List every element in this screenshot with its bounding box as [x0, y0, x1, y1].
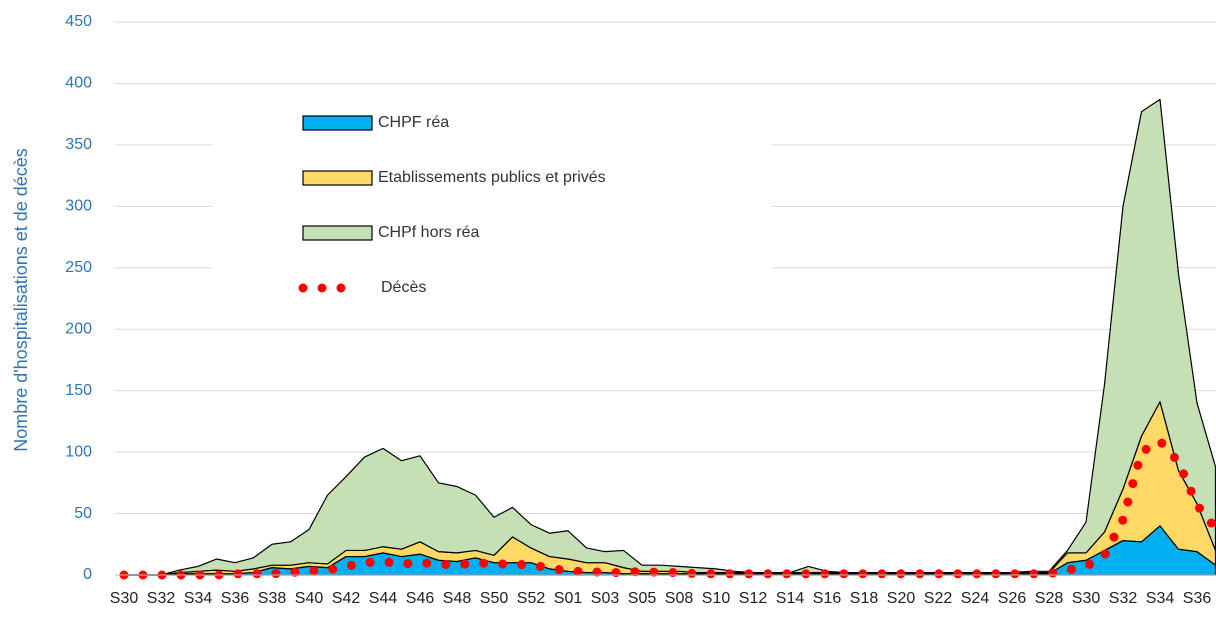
legend-swatch — [302, 115, 373, 131]
x-tick-label: S40 — [295, 590, 324, 607]
x-tick-label: S32 — [1109, 590, 1138, 607]
legend-label: Etablissements publics et privés — [378, 169, 606, 186]
legend-label: CHPF réa — [378, 114, 449, 131]
y-tick-label: 450 — [65, 13, 92, 30]
x-tick-label: S42 — [332, 590, 361, 607]
x-tick-label: S44 — [369, 590, 398, 607]
legend-label: CHPf hors réa — [378, 224, 479, 241]
y-tick-label: 300 — [65, 198, 92, 215]
x-tick-label: S01 — [554, 590, 583, 607]
x-tick-label: S18 — [850, 590, 879, 607]
y-tick-label: 400 — [65, 75, 92, 92]
x-tick-label: S14 — [776, 590, 805, 607]
y-tick-label: 50 — [74, 505, 92, 522]
y-axis-title: Nombre d'hospitalisations et de décès — [11, 148, 31, 452]
x-tick-label: S50 — [480, 590, 509, 607]
x-tick-label: S26 — [998, 590, 1027, 607]
x-tick-label: S38 — [258, 590, 287, 607]
x-tick-label: S10 — [702, 590, 731, 607]
x-tick-label: S48 — [443, 590, 472, 607]
x-tick-label: S30 — [110, 590, 139, 607]
legend-swatch — [302, 225, 373, 241]
y-tick-label: 0 — [83, 566, 92, 583]
legend-swatch — [302, 170, 373, 186]
x-tick-label: S36 — [1183, 590, 1212, 607]
x-tick-label: S46 — [406, 590, 435, 607]
x-tick-label: S22 — [924, 590, 953, 607]
x-tick-label: S36 — [221, 590, 250, 607]
legend-background — [212, 100, 772, 312]
x-tick-label: S30 — [1072, 590, 1101, 607]
x-tick-label: S28 — [1035, 590, 1064, 607]
x-tick-label: S32 — [147, 590, 176, 607]
x-tick-label: S05 — [628, 590, 657, 607]
x-tick-label: S34 — [1146, 590, 1175, 607]
y-tick-label: 100 — [65, 443, 92, 460]
x-tick-label: S16 — [813, 590, 842, 607]
y-tick-label: 150 — [65, 382, 92, 399]
y-tick-label: 200 — [65, 320, 92, 337]
x-tick-label: S08 — [665, 590, 694, 607]
x-tick-label: S24 — [961, 590, 990, 607]
y-tick-label: 250 — [65, 259, 92, 276]
x-tick-label: S03 — [591, 590, 620, 607]
x-tick-label: S20 — [887, 590, 916, 607]
line — [119, 435, 1216, 580]
y-tick-label: 350 — [65, 136, 92, 153]
legend-label: Décès — [381, 279, 426, 296]
x-tick-label: S52 — [517, 590, 546, 607]
x-tick-label: S34 — [184, 590, 213, 607]
x-tick-label: S12 — [739, 590, 768, 607]
